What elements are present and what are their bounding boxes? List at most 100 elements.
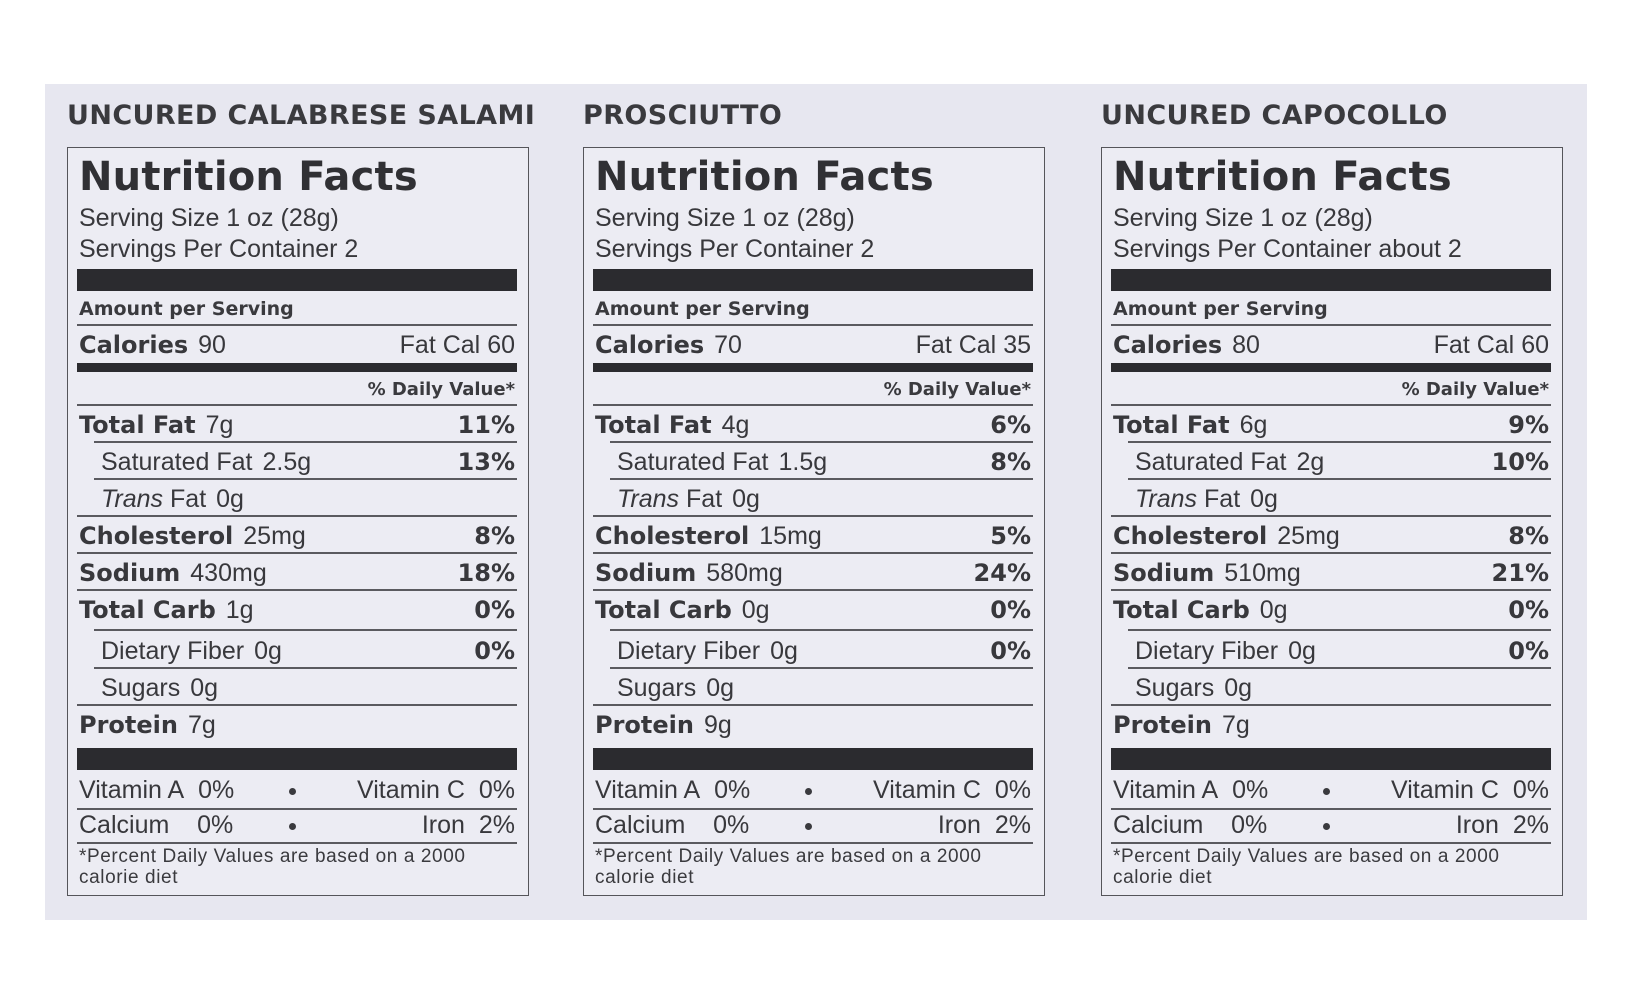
cholesterol-label: Cholesterol — [79, 522, 234, 550]
vitamins-row: Vitamin A 0% Vitamin C 0% — [79, 776, 515, 808]
protein-row: Protein 7g — [79, 711, 515, 743]
calories-row: Calories 70 Fat Cal 35 — [595, 331, 1031, 363]
saturated-fat-value: 2g — [1296, 448, 1325, 476]
calories-value: 70 — [714, 331, 742, 359]
thick-divider — [593, 269, 1033, 291]
total-carb-value: 1g — [225, 596, 254, 624]
trans-fat-row: Trans Fat 0g — [617, 485, 1031, 517]
total-carb-row: Total Carb 0g 0% — [595, 596, 1031, 628]
fat-calories: Fat Cal 35 — [916, 331, 1031, 360]
trans-fat-row: Trans Fat 0g — [101, 485, 515, 517]
divider — [593, 404, 1033, 406]
sodium-label: Sodium — [79, 559, 181, 587]
sodium-row: Sodium 580mg 24% — [595, 559, 1031, 591]
product-panel-salami: UNCURED CALABRESE SALAMI Nutrition Facts… — [45, 84, 535, 920]
total-fat-row: Total Fat 4g 6% — [595, 411, 1031, 443]
dietary-fiber-label: Dietary Fiber — [1135, 637, 1279, 665]
vitamins-row: Vitamin A 0% Vitamin C 0% — [595, 776, 1031, 808]
bullet — [1323, 788, 1330, 795]
total-carb-value: 0g — [741, 596, 770, 624]
amount-per-serving: Amount per Serving — [79, 298, 294, 320]
fat-cal-value: 60 — [487, 331, 515, 359]
calories-value: 90 — [198, 331, 226, 359]
divider — [77, 515, 517, 517]
total-carb-value: 0g — [1259, 596, 1288, 624]
calories-row: Calories 90 Fat Cal 60 — [79, 331, 515, 363]
sugars-value: 0g — [190, 674, 219, 702]
iron: Iron 2% — [1455, 811, 1549, 839]
divider — [593, 842, 1033, 844]
total-fat-row: Total Fat 7g 11% — [79, 411, 515, 443]
sodium-row: Sodium 430mg 18% — [79, 559, 515, 591]
total-fat-dv: 6% — [990, 411, 1031, 439]
iron: Iron 2% — [421, 811, 515, 839]
saturated-fat-row: Saturated Fat 2g 10% — [1135, 448, 1549, 480]
protein-label: Protein — [79, 711, 178, 739]
protein-row: Protein 9g — [595, 711, 1031, 743]
sodium-value: 510mg — [1224, 559, 1301, 587]
nutrition-label: Nutrition Facts Serving Size 1 oz (28g) … — [583, 147, 1045, 896]
total-fat-dv: 9% — [1508, 411, 1549, 439]
calories-label: Calories — [595, 331, 705, 359]
thick-divider — [1111, 748, 1551, 770]
total-carb-label: Total Carb — [1113, 596, 1250, 624]
total-carb-label: Total Carb — [595, 596, 732, 624]
amount-per-serving: Amount per Serving — [1113, 298, 1328, 320]
divider — [593, 808, 1033, 810]
calcium: Calcium 0% — [595, 811, 750, 839]
calcium: Calcium 0% — [79, 811, 234, 839]
sodium-value: 430mg — [190, 559, 267, 587]
nutrition-facts-title: Nutrition Facts — [79, 154, 418, 200]
bullet — [289, 823, 296, 830]
sugars-row: Sugars 0g — [101, 674, 515, 706]
divider — [94, 441, 517, 443]
sodium-row: Sodium 510mg 21% — [1113, 559, 1549, 591]
saturated-fat-dv: 13% — [457, 448, 515, 476]
divider — [1111, 842, 1551, 844]
minerals-row: Calcium 0% Iron 2% — [595, 811, 1031, 843]
divider — [77, 552, 517, 554]
saturated-fat-label: Saturated Fat — [101, 448, 253, 476]
minerals-row: Calcium 0% Iron 2% — [79, 811, 515, 843]
protein-row: Protein 7g — [1113, 711, 1549, 743]
trans-fat-value: 0g — [732, 485, 760, 513]
footnote: *Percent Daily Values are based on a 200… — [79, 846, 466, 888]
fat-cal-value: 60 — [1521, 331, 1549, 359]
trans-fat-value: 0g — [1250, 485, 1278, 513]
divider — [1128, 629, 1551, 631]
total-fat-value: 4g — [721, 411, 750, 439]
nutrition-label: Nutrition Facts Serving Size 1 oz (28g) … — [1101, 147, 1563, 896]
divider — [1111, 552, 1551, 554]
protein-label: Protein — [595, 711, 694, 739]
protein-value: 7g — [187, 711, 216, 739]
amount-per-serving: Amount per Serving — [595, 298, 810, 320]
total-fat-dv: 11% — [457, 411, 515, 439]
product-name: PROSCIUTTO — [583, 100, 783, 131]
sugars-value: 0g — [1224, 674, 1253, 702]
cholesterol-dv: 8% — [1508, 522, 1549, 550]
divider — [1111, 589, 1551, 591]
iron: Iron 2% — [937, 811, 1031, 839]
divider — [1128, 478, 1551, 480]
sodium-dv: 18% — [457, 559, 515, 587]
divider — [94, 478, 517, 480]
thick-divider — [1111, 269, 1551, 291]
servings-per-container: Servings Per Container about 2 — [1113, 235, 1462, 263]
divider — [1111, 704, 1551, 706]
medium-divider — [1111, 363, 1551, 372]
cholesterol-label: Cholesterol — [1113, 522, 1268, 550]
total-fat-label: Total Fat — [1113, 411, 1230, 439]
total-carb-row: Total Carb 1g 0% — [79, 596, 515, 628]
dietary-fiber-dv: 0% — [990, 637, 1031, 665]
cholesterol-dv: 8% — [474, 522, 515, 550]
divider — [77, 704, 517, 706]
divider — [1111, 515, 1551, 517]
bullet — [1323, 823, 1330, 830]
thick-divider — [77, 269, 517, 291]
total-carb-dv: 0% — [990, 596, 1031, 624]
vitamins-row: Vitamin A 0% Vitamin C 0% — [1113, 776, 1549, 808]
serving-size: Serving Size 1 oz (28g) — [1113, 204, 1373, 232]
divider — [1128, 667, 1551, 669]
dietary-fiber-label: Dietary Fiber — [101, 637, 245, 665]
sugars-value: 0g — [706, 674, 735, 702]
